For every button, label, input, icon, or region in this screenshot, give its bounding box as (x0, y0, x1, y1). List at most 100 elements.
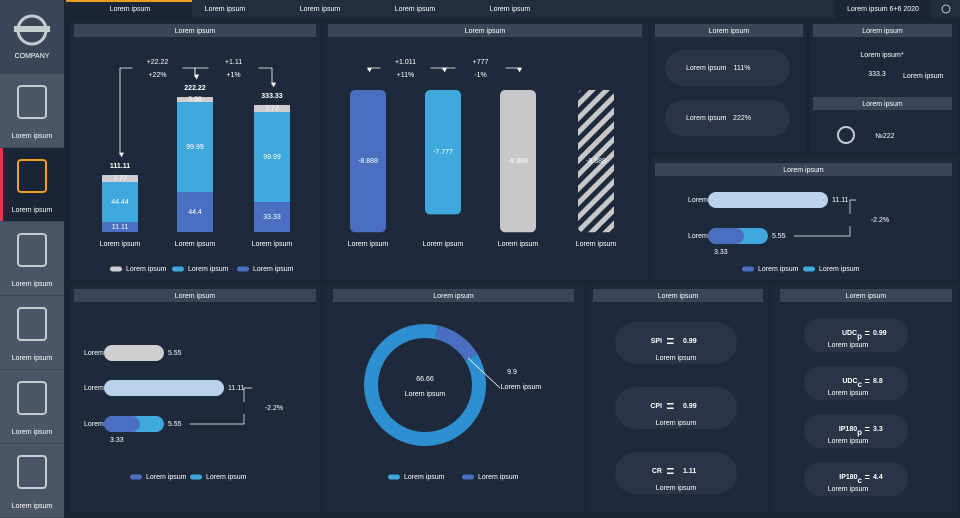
change-value: +1.11 (225, 59, 242, 66)
donut-segment (434, 325, 478, 362)
kpi-pill (665, 50, 790, 86)
metric-value: 0.99 (683, 338, 697, 345)
tab-label[interactable]: Lorem ipsum (490, 6, 531, 13)
metric-label: Lorem ipsum (656, 420, 697, 427)
count-unit: Lorem ipsum (903, 73, 944, 80)
index-name-main: IP180 (839, 474, 857, 481)
index-pill (804, 366, 908, 400)
legend-swatch (237, 266, 249, 272)
inner-label: 3.33 (714, 249, 728, 256)
equals-sign (865, 478, 870, 479)
category-label: Lorem ipsum (423, 241, 464, 248)
equals-sign (667, 403, 674, 405)
bar (104, 345, 164, 361)
metric-pill (615, 387, 737, 429)
segment-label: 5.55 (188, 96, 202, 103)
change-percent: +11% (397, 72, 415, 79)
equals-sign (865, 331, 870, 332)
segment-label: 44.44 (111, 199, 129, 206)
tab-label[interactable]: Lorem ipsum (395, 6, 436, 13)
index-value: 3.3 (873, 426, 883, 433)
metric-label: Lorem ipsum (656, 355, 697, 362)
bar-label: -8.888 (586, 158, 606, 165)
count-label: Lorem ipsum* (860, 52, 903, 59)
date-tab-label[interactable]: Lorem ipsum 6+6 2020 (847, 6, 919, 13)
legend-label: Lorem ipsum (404, 474, 445, 481)
legend-swatch (130, 474, 142, 480)
category-label: Lorem ipsum (175, 241, 216, 248)
panel-title: Lorem ipsum (175, 293, 216, 300)
index-name: IP180c (839, 474, 862, 485)
segment-label: 11.11 (112, 224, 129, 231)
metric-value: 0.99 (683, 403, 697, 410)
index-label: Lorem ipsum (828, 438, 869, 445)
panel-title: Lorem ipsum (862, 101, 903, 108)
tab-label[interactable]: Lorem ipsum (205, 6, 246, 13)
equals-sign (865, 475, 870, 476)
bar-total: 333.33 (261, 93, 283, 100)
category-label: Lorem ipsum (348, 241, 389, 248)
tab-label[interactable]: Lorem ipsum (300, 6, 341, 13)
panel-title: Lorem ipsum (433, 293, 474, 300)
segment-label: 99.99 (186, 144, 204, 151)
legend-label: Lorem ipsum (206, 474, 247, 481)
tab-label[interactable]: Lorem ipsum (110, 6, 151, 13)
bar-value: 11.11 (228, 385, 245, 392)
segment-label: 7.77 (265, 105, 279, 112)
donut-label: Lorem ipsum (405, 391, 446, 398)
donut-other-label: Lorem ipsum (501, 384, 542, 391)
metric-pill (615, 322, 737, 364)
bar (500, 90, 536, 233)
segment-label: 44.4 (188, 209, 202, 216)
index-name-sub: c (858, 476, 863, 485)
panel-title: Lorem ipsum (846, 293, 887, 300)
panel-title: Lorem ipsum (465, 28, 506, 35)
bar-segment (102, 175, 138, 183)
equals-sign (667, 338, 674, 340)
category-label: Lorem ipsum (252, 241, 293, 248)
equals-sign (865, 430, 870, 431)
panel-header (328, 24, 642, 37)
donut-other-value: 9.9 (507, 369, 517, 376)
logo-label: COMPANY (15, 53, 50, 60)
bar (350, 90, 386, 233)
index-value: 0.99 (873, 330, 887, 337)
count-number: №222 (875, 133, 894, 140)
bar-segment (254, 202, 290, 232)
kpi-value: 222% (733, 115, 751, 122)
metric-value: 1.11 (683, 468, 696, 475)
panel-title: Lorem ipsum (783, 167, 824, 174)
panel (324, 285, 584, 513)
kpi-label: Lorem ipsum (686, 115, 727, 122)
panel-header (780, 289, 952, 302)
legend-swatch (110, 266, 122, 272)
nav-label: Lorem ipsum (12, 503, 53, 510)
panel-header (74, 289, 316, 302)
index-pill (804, 462, 908, 496)
bar (578, 90, 614, 233)
connector (467, 357, 501, 389)
index-label: Lorem ipsum (828, 486, 869, 493)
change-value: -2.2% (871, 217, 889, 224)
logo (14, 14, 50, 46)
legend-label: Lorem ipsum (478, 474, 519, 481)
connector (189, 414, 245, 425)
equals-sign (667, 472, 674, 474)
index-name-main: UDC (842, 330, 857, 337)
index-pill (804, 414, 908, 448)
bar-segment (177, 192, 213, 232)
segment-label: 7.77 (113, 175, 127, 182)
nav-icon (17, 233, 47, 267)
panel (810, 22, 958, 152)
index-name: IP180p (839, 426, 862, 437)
index-pill (804, 318, 908, 352)
panel-header (655, 24, 803, 37)
bar-segment (177, 102, 213, 193)
bar (104, 380, 224, 396)
count-value: 333.3 (868, 71, 886, 78)
settings-icon[interactable] (941, 4, 951, 14)
panel-header (593, 289, 763, 302)
metric-label: Lorem ipsum (656, 485, 697, 492)
